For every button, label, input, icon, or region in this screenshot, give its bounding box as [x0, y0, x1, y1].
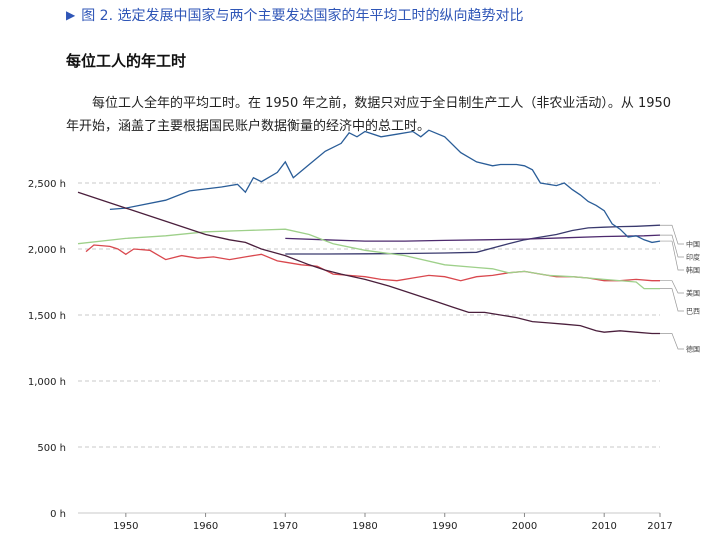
x-tick-label: 1990 [432, 521, 457, 532]
x-tick-label: 2000 [512, 521, 537, 532]
x-tick-label: 1960 [193, 521, 218, 532]
x-tick-label: 1950 [113, 521, 138, 532]
x-tick-label: 2017 [647, 521, 672, 532]
y-tick-label: 2,500 h [28, 179, 66, 190]
series-line [109, 129, 661, 244]
legend-connector [660, 224, 684, 245]
y-tick-label: 2,000 h [28, 245, 66, 256]
figure-caption-text: 图 2. 选定发展中国家与两个主要发达国家的年平均工时的纵向趋势对比 [81, 8, 524, 24]
legend-connector [660, 240, 684, 271]
legend-label: 韩国 [686, 266, 700, 275]
chart-subtitle: 每位工人全年的平均工时。在 1950 年之前，数据只对应于全日制生产工人（非农业… [66, 96, 672, 134]
chart-title: 每位工人的年工时 [66, 52, 187, 70]
legend-connector [660, 280, 684, 294]
legend-label: 美国 [686, 289, 700, 298]
x-tick-label: 2010 [591, 521, 616, 532]
figure-caption: ▶ 图 2. 选定发展中国家与两个主要发达国家的年平均工时的纵向趋势对比 [66, 5, 524, 25]
y-tick-label: 1,000 h [28, 377, 66, 388]
series-line [285, 234, 661, 242]
legend-connector [660, 288, 684, 312]
x-tick-label: 1970 [273, 521, 298, 532]
figure-marker-icon: ▶ [66, 8, 76, 22]
x-tick-label: 1980 [352, 521, 377, 532]
series-line [85, 244, 660, 282]
legend-connector [660, 333, 684, 350]
grid-lines [78, 182, 660, 514]
x-axis-ticks: 1950 1960 1970 1980 1990 2000 2010 2017 [113, 513, 673, 532]
y-tick-label: 0 h [50, 509, 66, 520]
legend-label: 巴西 [686, 308, 700, 316]
legend-label: 中国 [686, 240, 700, 249]
legend-connector [660, 234, 684, 258]
series-lines [77, 129, 661, 335]
y-axis-ticks: 0 h 500 h 1,000 h 1,500 h 2,000 h 2,500 h [28, 179, 66, 520]
series-line [77, 228, 660, 290]
legend-label: 德国 [686, 345, 700, 354]
series-line [77, 191, 660, 335]
y-tick-label: 500 h [37, 443, 66, 454]
y-tick-label: 1,500 h [28, 311, 66, 322]
legend-label: 印度 [686, 253, 700, 262]
